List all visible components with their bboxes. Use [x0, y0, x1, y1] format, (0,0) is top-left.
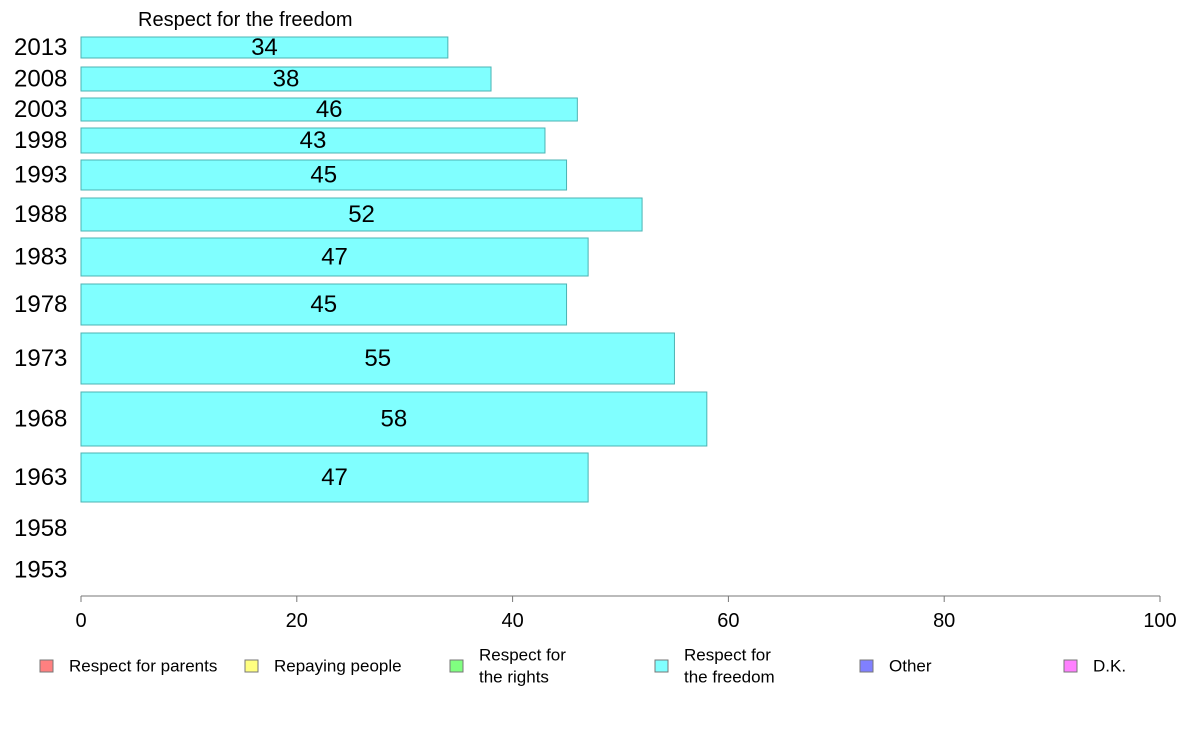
legend-item: Respect for parents	[39, 657, 217, 676]
year-label: 1963	[14, 464, 67, 491]
year-label: 1968	[14, 406, 67, 433]
legend-item: Repaying people	[244, 657, 402, 676]
year-labels-group: 2013 2008 2003 1998 1993 1988 1983 1978 1973 1968…	[14, 34, 67, 584]
legend-label: Other	[889, 657, 932, 676]
year-label: 1988	[14, 201, 67, 228]
legend-swatch	[1063, 659, 1078, 673]
legend-item: Respect for the freedom	[654, 646, 775, 687]
year-label: 1993	[14, 162, 67, 189]
legend-swatch	[654, 659, 669, 673]
year-label: 1978	[14, 291, 67, 318]
legend-swatch	[39, 659, 54, 673]
bar	[80, 127, 546, 154]
bar-value-label: 45	[310, 291, 337, 318]
year-label: 2003	[14, 96, 67, 123]
bar-value-label: 46	[316, 96, 343, 123]
bar	[80, 452, 589, 503]
bar-value-label: 45	[310, 162, 337, 189]
x-tick-label: 0	[75, 610, 86, 632]
legend-swatch	[859, 659, 874, 673]
legend-label: D.K.	[1093, 657, 1126, 676]
year-label: 1958	[14, 515, 67, 542]
legend: Respect for parents Repaying people Respec…	[39, 646, 1126, 687]
bar-value-label: 38	[273, 66, 300, 93]
bar-value-label: 34	[251, 34, 278, 61]
legend-label: Respect for	[684, 646, 771, 665]
bar-value-label: 52	[348, 201, 375, 228]
legend-label: the rights	[479, 668, 549, 687]
chart-title: Respect for the freedom	[138, 9, 353, 31]
legend-swatch	[244, 659, 259, 673]
legend-item: D.K.	[1063, 657, 1126, 676]
year-label: 1973	[14, 345, 67, 372]
legend-label: Repaying people	[274, 657, 402, 676]
legend-swatch	[449, 659, 464, 673]
bar	[80, 66, 492, 92]
bar-value-label: 47	[321, 244, 348, 271]
bar-value-label: 55	[364, 345, 391, 372]
legend-item: Respect for the rights	[449, 646, 566, 687]
year-label: 1953	[14, 557, 67, 584]
x-tick-label: 60	[717, 610, 739, 632]
x-tick-label: 80	[933, 610, 955, 632]
legend-label: the freedom	[684, 668, 775, 687]
bar	[80, 332, 675, 385]
year-label: 2008	[14, 66, 67, 93]
legend-item: Other	[859, 657, 932, 676]
year-label: 2013	[14, 34, 67, 61]
bar-value-label: 47	[321, 464, 348, 491]
bar-value-label: 58	[381, 406, 408, 433]
legend-label: Respect for	[479, 646, 566, 665]
bar-value-label: 43	[300, 127, 327, 154]
x-tick-label: 20	[286, 610, 308, 632]
legend-label: Respect for parents	[69, 657, 217, 676]
bar	[80, 197, 643, 232]
bar	[80, 97, 578, 122]
x-tick-label: 100	[1143, 610, 1176, 632]
x-axis: 0 20 40 60 80 100	[75, 595, 1177, 632]
bar	[80, 36, 449, 59]
bar	[80, 391, 708, 447]
year-label: 1998	[14, 127, 67, 154]
year-label: 1983	[14, 244, 67, 271]
bar	[80, 159, 568, 191]
bar	[80, 283, 568, 326]
x-tick-label: 40	[501, 610, 523, 632]
bar	[80, 237, 589, 277]
